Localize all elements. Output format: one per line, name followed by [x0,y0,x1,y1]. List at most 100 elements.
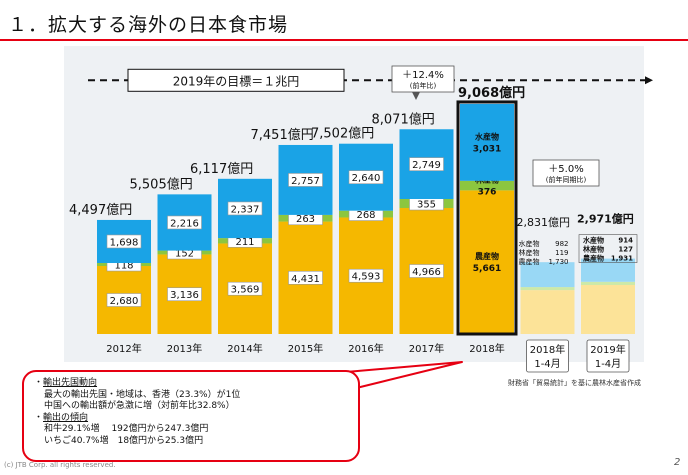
value-box-agri-5 [409,264,444,278]
value-label-agri-1: 3,136 [170,290,199,301]
callout-line-3: 和牛29.1%増 192億円から247.3億円 [44,424,209,434]
bar-fish-8 [581,258,635,282]
mini-series-agri-8: 農産物 [583,254,604,263]
category-label-3: 2015年 [288,342,323,355]
category-label-5: 2017年 [409,342,444,355]
mini-box-2019 [578,234,638,263]
value-box-agri-3 [288,270,323,285]
category-label-7: 2018年 [530,343,565,356]
value-label-agri-0: 2,680 [110,296,139,307]
callout-line-4: いちご40.7%増 18億円から25.3億円 [44,435,204,446]
value-box-fish-0 [106,234,142,249]
mini-value-fish-8: 914 [618,237,633,245]
slide-title: １．拡大する海外の日本食市場 [8,14,289,36]
growth-box-2018 [391,65,455,93]
mini-value-fish-7: 982 [555,240,568,248]
mini-value-forest-8: 127 [618,246,633,254]
value-box-fish-4 [348,170,384,184]
growth-pointer-2018 [412,92,420,100]
bar-forest-8 [581,281,635,286]
mini-value-forest-7: 119 [555,249,568,257]
bar-agri-7 [520,290,575,334]
callout-line-2: 中国への輸出額が急激に増（対前年比32.8%） [44,401,235,411]
mini-value-agri-8: 1,931 [611,255,633,263]
value-box-fish-3 [288,173,323,187]
growth-box-2019 [532,159,600,187]
copyright: (c) JTB Corp. all rights reserved. [4,461,116,469]
category-label-8: 2019年 [590,343,625,356]
category-sublabel-8: 1-4月 [595,358,621,370]
total-label-0: 4,497億円 [69,202,132,218]
total-label-3: 7,451億円 [251,127,314,143]
value-box-agri-4 [348,268,384,283]
total-label-7: 2,831億円 [517,216,571,229]
title-rule [0,39,688,41]
value-box-fish-5 [409,157,444,171]
total-label-2: 6,117億円 [190,161,253,177]
value-label-forest-5: 355 [417,200,436,211]
bar-agri-6 [460,190,514,334]
callout-heading-destinations: 輸出先国動向 [43,378,98,388]
page-number: 2 [674,457,681,468]
value-box-agri-2 [227,281,263,296]
growth-note-2019: (前年同期比) [546,175,587,184]
value-box-agri-0 [106,293,142,307]
callout-line-1: 最大の輸出先国・地域は、香港（23.3%）が1位 [44,389,241,400]
category-box-7 [526,339,569,373]
callout-box: ・輸出先国動向 最大の輸出先国・地域は、香港（23.3%）が1位 中国への輸出額… [22,370,360,462]
mini-series-agri-7: 農産物 [519,257,540,266]
total-label-6: 9,068億円 [458,85,525,101]
growth-note-2018: (前年比) [410,81,437,90]
value-box-fish-1 [167,215,202,230]
value-label-fish-0: 1,698 [110,237,139,248]
value-label-forest-0: 118 [114,261,133,272]
growth-pct-2018: ＋12.4% [402,70,444,81]
value-label-fish-6: 3,031 [473,144,501,154]
growth-pct-2019: ＋5.0% [548,164,583,175]
value-box-agri-1 [167,287,202,302]
value-label-forest-1: 152 [175,249,194,260]
series-name-fish-6: 水産物 [474,131,499,141]
total-label-4: 7,502億円 [311,126,374,142]
bar-agri-8 [581,285,635,334]
value-label-forest-6: 376 [478,188,497,198]
value-label-forest-4: 268 [356,210,375,221]
value-label-fish-1: 2,216 [170,218,199,229]
category-label-6: 2018年 [469,342,504,355]
source-note: 財務省「貿易統計」を基に農林水産省作成 [508,379,641,387]
target-box [127,68,345,92]
value-label-agri-3: 4,431 [291,274,320,285]
category-label-2: 2014年 [227,342,262,355]
category-box-8 [586,339,630,373]
total-label-8: 2,971億円 [577,212,634,226]
value-label-agri-6: 5,661 [473,264,501,274]
value-label-fish-4: 2,640 [352,173,381,184]
value-box-fish-2 [227,201,263,216]
total-label-1: 5,505億円 [130,176,193,192]
mini-series-fish-8: 水産物 [583,236,604,245]
mini-value-agri-7: 1,730 [548,258,568,266]
value-label-fish-2: 2,337 [231,204,260,215]
value-label-forest-3: 263 [296,214,315,225]
category-label-4: 2016年 [348,342,383,355]
series-name-agri-6: 農産物 [475,251,499,261]
value-label-agri-4: 4,593 [352,272,381,283]
total-label-5: 8,071億円 [372,111,435,127]
mini-series-forest-7: 林産物 [519,248,540,257]
category-label-1: 2013年 [167,342,202,355]
highlight-2018 [456,100,518,336]
value-label-fish-5: 2,749 [412,160,441,171]
bar-fish-7 [520,262,575,288]
category-sublabel-7: 1-4月 [534,358,560,370]
bar-forest-7 [520,287,575,291]
target-label: 2019年の目標＝１兆円 [173,74,300,88]
value-label-agri-5: 4,966 [412,267,441,278]
value-label-agri-2: 3,569 [231,285,260,296]
callout-heading-trends: 輸出の傾向 [43,412,89,423]
bar-forest-6 [460,180,514,191]
value-label-fish-3: 2,757 [291,176,320,187]
value-label-forest-2: 211 [235,237,254,248]
bar-fish-6 [460,103,514,181]
mini-series-forest-8: 林産物 [583,245,604,254]
